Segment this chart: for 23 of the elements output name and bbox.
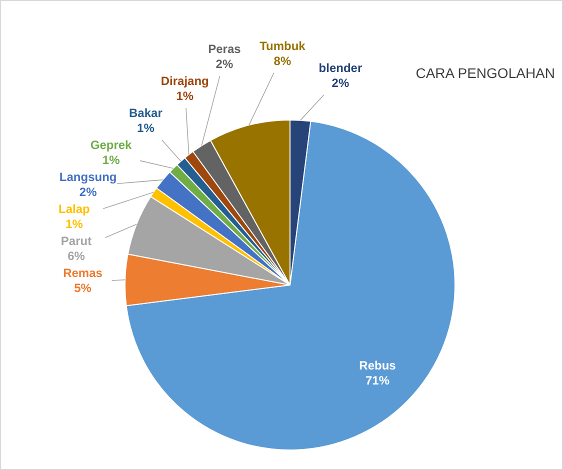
slice-label: Bakar	[129, 106, 163, 120]
data-label: 1%	[66, 217, 84, 232]
data-label: 1%	[102, 153, 120, 168]
slice-label: Tumbuk	[260, 38, 306, 53]
data-label: 2%	[332, 76, 350, 90]
slice-label: blender	[318, 60, 362, 75]
slice-label: Dirajang	[160, 74, 209, 88]
data-label: 71%	[365, 374, 390, 388]
data-label: 1%	[176, 89, 194, 104]
slice-label: Geprek	[90, 138, 132, 152]
data-label: 2%	[79, 185, 98, 200]
text: CARA PENGOLAHAN	[416, 65, 555, 81]
data-label: 2%	[216, 57, 234, 72]
data-label: 1%	[137, 121, 155, 136]
data-label: 5%	[74, 281, 92, 296]
slice-label: Parut	[60, 234, 92, 248]
slice-label: Lalap	[58, 202, 90, 216]
data-label: 6%	[68, 249, 86, 264]
slice-label: Rebus	[359, 358, 396, 373]
slice-label: Peras	[208, 42, 242, 56]
slice-label: Langsung	[59, 170, 117, 184]
slice-label: Remas	[63, 266, 103, 280]
data-label: 8%	[274, 54, 292, 68]
